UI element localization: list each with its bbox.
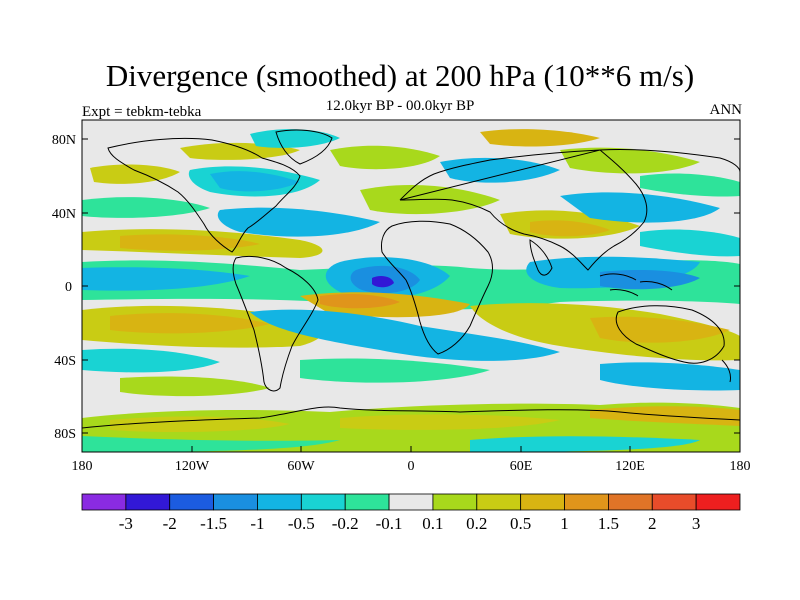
field-region — [82, 267, 250, 291]
lat-label-0: 0 — [65, 280, 72, 295]
field-region — [300, 358, 490, 383]
colorbar-label: -1.5 — [200, 514, 227, 533]
field-region — [600, 270, 700, 290]
coastlines — [82, 129, 740, 429]
field-region — [90, 164, 180, 184]
latitude-axis: 80N 40N 0 40S 80S — [52, 133, 740, 442]
colorbar-label: -0.5 — [288, 514, 315, 533]
field-region — [110, 313, 270, 334]
colorbar-swatch — [695, 493, 741, 511]
coastline-north-america — [107, 137, 301, 253]
lon-label-180-west: 180 — [72, 459, 93, 474]
field-region — [250, 129, 340, 148]
colorbar-label: -0.2 — [332, 514, 359, 533]
lat-label-80s: 80S — [54, 427, 76, 442]
colorbar-swatch — [257, 493, 302, 511]
field-region — [640, 173, 740, 197]
field-region — [82, 436, 340, 452]
field-region — [250, 309, 560, 361]
lat-label-80n: 80N — [52, 133, 76, 148]
field-region — [120, 376, 270, 397]
colorbar-swatch — [81, 493, 127, 511]
colorbar-label: -1 — [250, 514, 264, 533]
field-region — [120, 234, 260, 251]
lon-label-60w: 60W — [287, 459, 315, 474]
lon-label-120e: 120E — [615, 459, 645, 474]
field-region — [530, 220, 610, 237]
coastline-india — [529, 239, 553, 276]
field-region — [600, 362, 740, 391]
field-region — [110, 416, 290, 432]
field-region — [372, 275, 394, 288]
field-region — [340, 414, 560, 430]
field-region — [480, 129, 600, 147]
colorbar-swatch — [564, 493, 609, 511]
colorbar-label: 0.5 — [510, 514, 531, 533]
colorbar-swatch — [300, 493, 346, 511]
chart-title: Divergence (smoothed) at 200 hPa (10**6 … — [105, 58, 695, 93]
colorbar-label: 0.2 — [466, 514, 487, 533]
coastline-europe-asia — [399, 148, 740, 271]
season-label: ANN — [709, 102, 743, 118]
field-region — [560, 192, 720, 223]
coastline-africa — [381, 220, 493, 355]
colorbar-label: 0.1 — [422, 514, 443, 533]
colorbar-swatch — [520, 493, 565, 511]
coastline-maritime-continent — [599, 273, 673, 297]
colorbar-swatch — [213, 493, 258, 511]
lon-label-60e: 60E — [510, 459, 533, 474]
divergence-field — [82, 120, 740, 452]
lon-label-120w: 120W — [175, 459, 210, 474]
colorbar-label: -3 — [119, 514, 133, 533]
coastline-greenland — [275, 129, 333, 165]
experiment-label: Expt = tebkm-tebka — [82, 104, 202, 120]
colorbar-swatch — [388, 493, 434, 511]
colorbar-label: 1.5 — [598, 514, 619, 533]
lat-label-40n: 40N — [52, 207, 76, 222]
colorbar-swatch — [169, 493, 215, 511]
colorbar-label: -0.1 — [376, 514, 403, 533]
field-region — [82, 348, 220, 373]
colorbar-swatch — [476, 493, 522, 511]
field-region — [640, 229, 740, 257]
colorbar-swatch — [651, 493, 697, 511]
lon-label-180-east: 180 — [730, 459, 751, 474]
colorbar-swatch — [344, 493, 390, 511]
colorbar-label: 3 — [692, 514, 701, 533]
colorbar-label: 2 — [648, 514, 657, 533]
coastline-south-america — [232, 255, 319, 392]
coastline-australia — [615, 305, 725, 364]
field-region — [470, 436, 700, 452]
field-region — [320, 294, 400, 309]
colorbar-label: 1 — [560, 514, 569, 533]
colorbar-swatch — [608, 493, 653, 511]
field-region — [330, 145, 440, 170]
field-region — [217, 207, 380, 237]
field-region — [560, 147, 700, 174]
field-region — [210, 171, 300, 192]
coastline-antarctica — [82, 406, 740, 429]
time-range-label: 12.0kyr BP - 00.0kyr BP — [325, 98, 475, 114]
lat-label-40s: 40S — [54, 354, 76, 369]
field-region — [82, 197, 210, 218]
colorbar-swatch — [432, 493, 478, 511]
longitude-axis: 180 120W 60W 0 60E 120E 180 — [72, 446, 751, 474]
colorbar: -3 -2 -1.5 -1 -0.5 -0.2 -0.1 0.1 0.2 0.5 1 1.5 2 3 — [81, 493, 741, 533]
lon-label-0: 0 — [408, 459, 415, 474]
colorbar-label: -2 — [163, 514, 177, 533]
colorbar-swatch — [125, 493, 171, 511]
coastline-new-zealand — [721, 359, 731, 383]
